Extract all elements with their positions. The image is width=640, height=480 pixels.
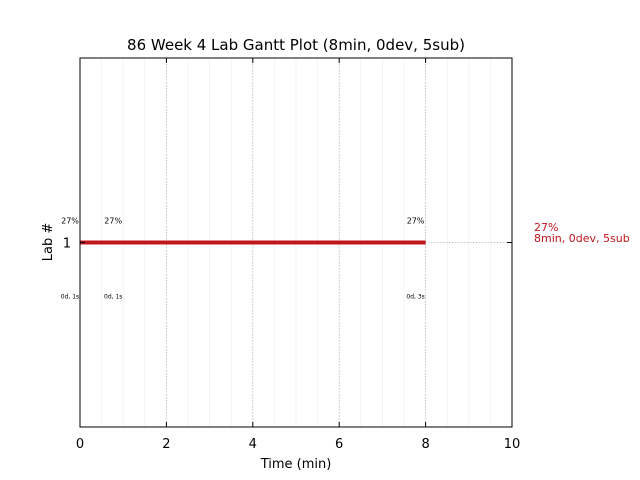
summary-percent-label: 27% [534, 221, 558, 234]
submission-percent-label: 27% [104, 217, 122, 226]
submission-percent-label: 27% [407, 217, 425, 226]
x-tick-label: 2 [162, 437, 170, 452]
x-tick-label: 4 [249, 437, 257, 452]
x-tick-label: 6 [335, 437, 343, 452]
y-tick-label: 1 [63, 237, 71, 252]
x-tick-label: 0 [76, 437, 84, 452]
x-axis-label: Time (min) [260, 457, 332, 472]
chart-marks: 27% 0d, 1s 27% 0d, 1s 27% 0d, 3s [61, 217, 426, 301]
x-tick-label: 10 [504, 437, 521, 452]
x-tick-label: 8 [421, 437, 429, 452]
y-axis-label: Lab # [41, 223, 56, 262]
axis-ticks: 0 2 4 6 8 10 1 [63, 58, 521, 452]
submission-dev-label: 0d, 1s [104, 294, 122, 301]
submission-dev-label: 0d, 1s [61, 294, 79, 301]
summary-stats-label: 8min, 0dev, 5sub [534, 232, 630, 245]
submission-percent-label: 27% [61, 217, 79, 226]
submission-dev-label: 0d, 3s [406, 294, 424, 301]
chart-title: 86 Week 4 Lab Gantt Plot (8min, 0dev, 5s… [127, 36, 465, 54]
